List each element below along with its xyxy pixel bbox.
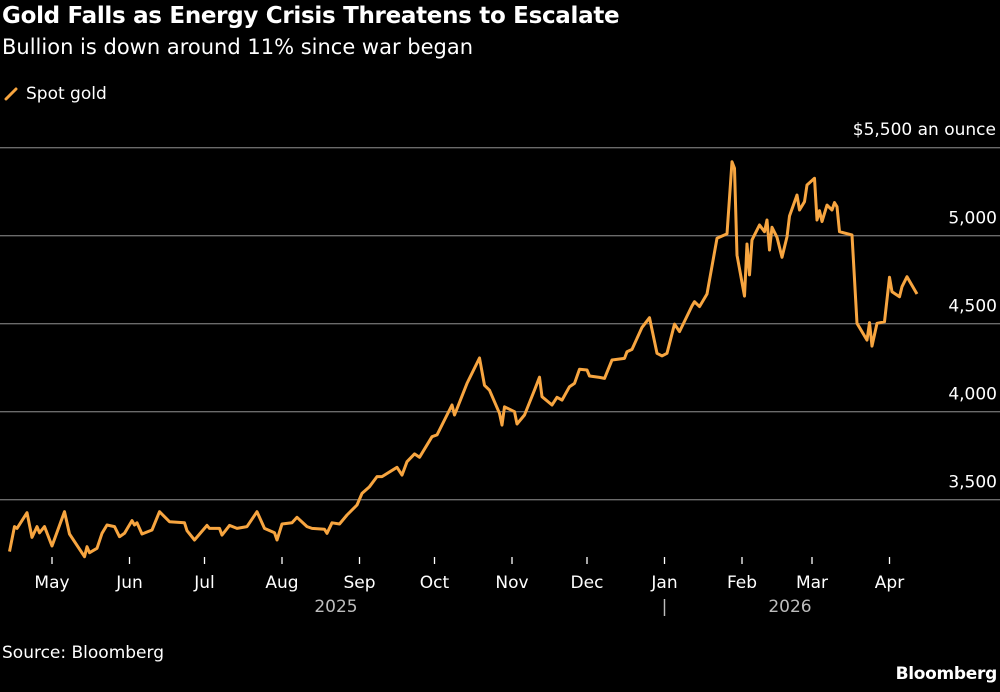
x-tick-label: Dec [571,573,604,593]
source-note: Source: Bloomberg [2,643,164,663]
year-label-2026: 2026 [768,597,811,617]
chart-title: Gold Falls as Energy Crisis Threatens to… [2,3,620,29]
x-tick-label: Jul [193,573,215,593]
x-tick-label: Jun [115,573,143,593]
x-tick-label: Mar [796,573,828,593]
y-tick-label: 4,500 [948,297,997,317]
series-line-spot-gold [8,160,919,559]
chart-subtitle: Bullion is down around 11% since war beg… [2,35,474,59]
bloomberg-logo: Bloomberg [895,664,998,684]
year-separator: | [662,597,668,617]
y-tick-label: 5,000 [948,209,997,229]
x-tick-label: Aug [265,573,298,593]
legend-swatch-icon [4,87,18,101]
y-axis-unit-label: $5,500 an ounce [852,120,996,140]
x-tick-label: Apr [875,573,904,593]
legend-label: Spot gold [26,84,107,104]
x-tick-label: Jan [650,573,677,593]
legend: Spot gold [4,84,107,104]
x-tick-label: Feb [727,573,757,593]
x-tick-label: Sep [343,573,375,593]
y-tick-label: 4,000 [948,385,997,405]
x-tick-label: Nov [495,573,528,593]
y-tick-label: 3,500 [948,473,997,493]
x-tick-label: May [34,573,69,593]
x-tick-label: Oct [420,573,450,593]
year-label-2025: 2025 [314,597,357,617]
